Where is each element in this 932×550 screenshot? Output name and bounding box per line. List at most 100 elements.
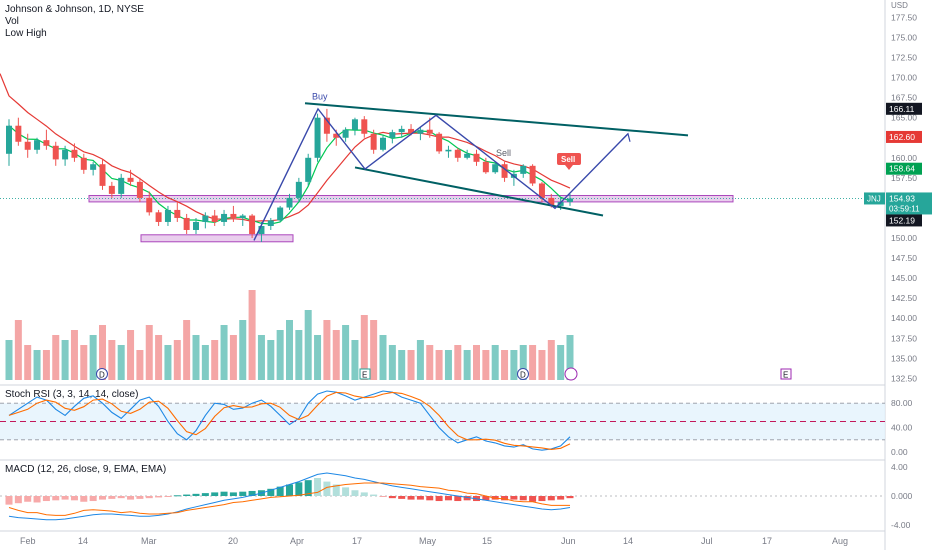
channel-top-line bbox=[304, 102, 689, 137]
event-marker-box bbox=[359, 368, 371, 380]
candle-body bbox=[380, 137, 386, 150]
macd-histogram-bar bbox=[145, 496, 153, 499]
volume-bar bbox=[388, 345, 396, 380]
candle-body bbox=[436, 133, 443, 152]
macd-histogram-bar bbox=[220, 491, 228, 496]
volume-bar bbox=[463, 350, 471, 380]
volume-bar bbox=[14, 320, 22, 380]
badge-high: 166.11 bbox=[889, 104, 915, 114]
volume-bar bbox=[99, 325, 106, 380]
price-tick-label: 137.50 bbox=[891, 333, 917, 343]
event-marker-label: D bbox=[520, 371, 526, 380]
macd-histogram-bar bbox=[267, 488, 275, 496]
badge-sma-slow-bg bbox=[886, 130, 922, 143]
price-tick-label: 175.00 bbox=[891, 33, 917, 43]
volume-bar bbox=[192, 335, 200, 380]
candle-body bbox=[351, 119, 358, 130]
buy-annotation: Buy bbox=[312, 91, 328, 101]
volume-bar bbox=[164, 345, 172, 380]
event-marker: E bbox=[359, 368, 371, 380]
candle-body bbox=[164, 209, 171, 222]
sell-badge-label: Sell bbox=[561, 155, 575, 164]
volume-bar bbox=[42, 350, 50, 380]
volume-bar bbox=[491, 345, 499, 380]
price-tick-label: 140.00 bbox=[891, 313, 917, 323]
volume-bar bbox=[229, 335, 237, 380]
candle-body bbox=[108, 185, 115, 194]
macd-histogram-bar bbox=[463, 496, 471, 501]
event-marker: D bbox=[517, 368, 529, 380]
macd-histogram-bar bbox=[89, 496, 97, 502]
candle-body bbox=[286, 197, 293, 208]
projected-path bbox=[253, 107, 629, 241]
macd-histogram-bar bbox=[229, 492, 237, 496]
price-tick-label: 170.00 bbox=[891, 73, 917, 83]
candle-body bbox=[6, 125, 12, 154]
macd-histogram-bar bbox=[435, 496, 443, 502]
candle-body bbox=[80, 157, 87, 170]
volume-bar bbox=[360, 315, 368, 380]
rsi-tick-label: 0.00 bbox=[891, 447, 908, 457]
macd-histogram-bar bbox=[501, 496, 509, 501]
macd-histogram-bar bbox=[454, 496, 462, 502]
volume-bar bbox=[136, 350, 144, 380]
candle-body bbox=[43, 140, 50, 146]
volume-bar bbox=[211, 340, 219, 380]
candle-body bbox=[62, 149, 69, 160]
candle-body bbox=[99, 164, 106, 186]
candle-body bbox=[426, 129, 433, 134]
candle-body bbox=[258, 225, 265, 234]
macd-histogram-bar bbox=[547, 496, 555, 501]
time-axis-label: May bbox=[419, 536, 437, 546]
volume-bar bbox=[201, 345, 209, 380]
price-tick-label: 167.50 bbox=[891, 93, 917, 103]
candle-body bbox=[277, 207, 284, 221]
arrow-head bbox=[621, 132, 631, 142]
volume-bar bbox=[80, 345, 88, 380]
macd-tick-label: -4.00 bbox=[891, 520, 911, 530]
last-price-bg bbox=[886, 192, 932, 215]
badge-sma-fast-bg bbox=[886, 162, 922, 175]
macd-histogram-bar bbox=[70, 496, 78, 501]
candle-body bbox=[314, 117, 321, 158]
macd-histogram-bar bbox=[33, 496, 41, 503]
volume-bar bbox=[473, 345, 480, 380]
macd-histogram-bar bbox=[304, 480, 312, 496]
badge-countdown: 03:59:11 bbox=[889, 204, 920, 213]
volume-bar bbox=[220, 325, 228, 380]
lowhigh-label: Low High bbox=[5, 28, 47, 39]
channel-bottom-line bbox=[354, 166, 604, 217]
candle-body bbox=[417, 129, 424, 134]
volume-bar bbox=[52, 335, 60, 380]
price-tick-label: 145.00 bbox=[891, 273, 917, 283]
candle-body bbox=[24, 141, 31, 150]
candle-body bbox=[492, 164, 499, 173]
badge-last: 154.93 bbox=[889, 193, 915, 203]
candle-body bbox=[267, 220, 274, 226]
time-axis-label: Mar bbox=[141, 536, 157, 546]
volume-bar bbox=[332, 330, 340, 380]
macd-histogram-bar bbox=[108, 496, 116, 499]
volume-bar bbox=[370, 320, 378, 380]
volume-bar bbox=[117, 345, 125, 380]
volume-bar bbox=[89, 335, 97, 380]
volume-bar bbox=[314, 335, 322, 380]
volume-bar bbox=[510, 350, 518, 380]
macd-histogram-bar bbox=[201, 493, 209, 496]
candle-body bbox=[221, 213, 228, 222]
macd-histogram-bar bbox=[351, 490, 359, 496]
candle-body bbox=[520, 165, 527, 174]
time-axis-label: 14 bbox=[623, 536, 633, 546]
price-tick-label: 150.00 bbox=[891, 233, 917, 243]
candle-body bbox=[230, 213, 237, 218]
volume-bar bbox=[155, 335, 163, 380]
candle-body bbox=[118, 177, 125, 194]
candle-body bbox=[482, 161, 489, 173]
time-axis-label: 20 bbox=[228, 536, 238, 546]
volume-bar bbox=[454, 345, 462, 380]
stoch-k-line bbox=[8, 390, 571, 451]
ticker-badge-bg bbox=[864, 192, 885, 205]
candle-body bbox=[249, 215, 256, 234]
volume-label: Vol bbox=[5, 16, 19, 27]
